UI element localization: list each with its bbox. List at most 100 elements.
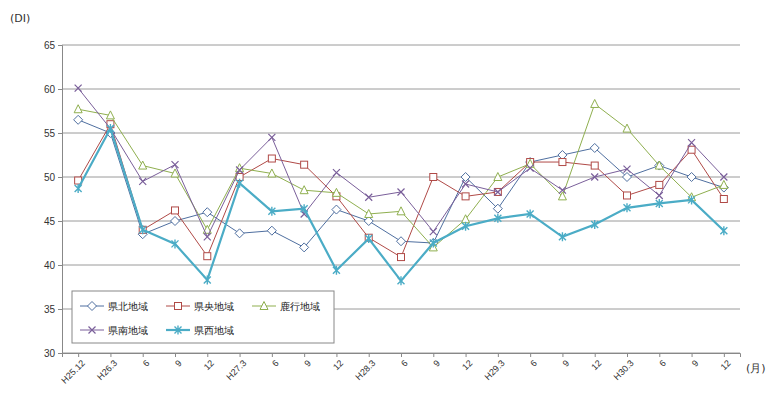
marker-shape [527,209,534,218]
x-tick: H28.3 [353,353,377,382]
x-tick: 6 [270,353,281,369]
legend-label: 県西地域 [194,325,234,336]
point [398,276,405,285]
point [203,208,212,217]
y-tick-label: 60 [44,84,56,95]
x-tick-label: H26.3 [95,358,119,382]
marker-shape [494,188,501,195]
x-tick-mark [595,353,596,357]
point [365,194,372,201]
x-tick-label: H28.3 [353,358,377,382]
marker-shape [300,186,308,194]
point [301,204,308,213]
series-line [78,88,724,237]
marker-shape [624,203,631,212]
y-tick: 55 [44,128,62,139]
y-tick-label: 35 [44,304,56,315]
point [655,161,663,169]
x-tick-mark [724,353,725,357]
marker-shape [398,276,405,285]
point [462,222,469,231]
x-axis: H25.12H26.36912H27.36912H28.36912H29.369… [59,353,740,386]
series-line [78,129,724,281]
point [559,159,566,166]
marker-shape [687,173,696,182]
point [656,192,663,199]
marker-shape [89,327,96,334]
point [172,161,179,168]
legend-label: 県南地域 [108,325,148,336]
point [624,192,631,199]
marker-shape [268,207,275,216]
point [301,161,308,168]
point [656,199,663,208]
x-tick-mark [272,353,273,357]
y-tick-mark [58,353,62,354]
point [236,179,243,188]
marker-shape [494,188,501,195]
point [74,105,82,113]
legend-item: 県西地域 [166,325,234,336]
marker-shape [171,217,180,226]
marker-shape [494,173,502,181]
marker-shape [332,188,340,196]
marker-shape [397,237,406,246]
marker-shape [365,209,373,217]
x-tick-mark [304,353,305,357]
point [559,187,566,194]
legend-label: 県北地域 [108,301,148,312]
marker-shape [656,199,663,208]
point [74,115,83,124]
x-axis-line [63,354,741,358]
marker-shape [332,205,341,214]
y-tick-mark [58,89,62,90]
point [462,215,470,223]
marker-shape [559,187,566,194]
point [398,254,405,261]
grid-line [62,133,740,134]
legend-item: 県北地域 [80,301,148,312]
marker-shape [107,124,114,133]
marker-shape [624,166,631,173]
point [687,173,696,182]
grid-line [62,221,740,222]
marker-shape [203,208,212,217]
x-tick-mark [627,353,628,357]
x-tick: 12 [202,353,216,372]
marker-shape [236,179,243,188]
point [624,166,631,173]
point [430,228,437,235]
x-tick-label: 6 [399,358,410,369]
marker-shape [493,204,502,213]
legend-label: 県央地域 [194,301,234,312]
point [656,181,663,188]
marker-shape [333,169,340,176]
point [332,188,340,196]
point [333,169,340,176]
marker-shape [236,166,243,173]
grid-line [62,89,740,90]
marker-shape [172,239,179,248]
marker-shape [462,222,469,231]
point [688,139,695,146]
point [268,155,275,162]
x-tick: 6 [141,353,152,369]
marker-shape [260,302,268,310]
y-tick: 45 [44,216,62,227]
y-axis-line [58,46,63,354]
marker-shape [430,174,437,181]
point [527,165,534,172]
marker-shape [656,192,663,199]
marker-shape [268,169,276,177]
series-line [78,124,724,257]
marker-shape [300,243,309,252]
x-tick-mark [692,353,693,357]
marker-shape [591,220,598,229]
y-axis-title: (DI) [10,12,30,25]
x-tick-mark [498,353,499,357]
x-tick-label: 12 [460,358,474,372]
x-tick-label: H25.12 [59,358,87,386]
point [300,186,308,194]
marker-shape [559,232,566,241]
series-group [74,85,729,286]
